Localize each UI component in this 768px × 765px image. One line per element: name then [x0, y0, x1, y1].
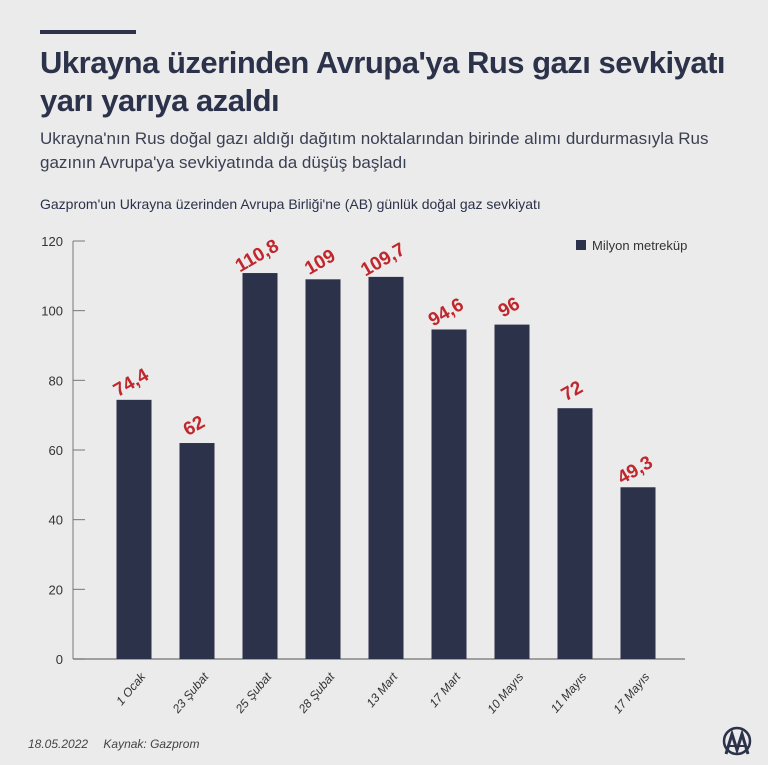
x-tick-label: 17 Mayıs	[610, 670, 652, 716]
x-tick-label: 10 Mayıs	[484, 670, 526, 716]
aa-logo-icon	[722, 726, 752, 756]
x-tick-label: 1 Ocak	[113, 669, 149, 708]
page-title: Ukrayna üzerinden Avrupa'ya Rus gazı sev…	[40, 45, 726, 118]
legend-swatch	[576, 240, 586, 250]
y-tick-label: 40	[49, 513, 63, 528]
x-tick-label: 28 Şubat	[295, 669, 338, 716]
x-tick-label: 17 Mart	[426, 669, 463, 710]
data-label: 94,6	[425, 294, 468, 331]
legend-label: Milyon metreküp	[592, 238, 687, 253]
footer-date: 18.05.2022	[28, 737, 89, 751]
bar	[620, 487, 656, 659]
data-label: 72	[558, 377, 587, 406]
data-label: 109,7	[357, 239, 409, 281]
y-tick-label: 20	[49, 582, 63, 597]
footer: 18.05.2022 Kaynak: Gazprom	[28, 737, 211, 751]
y-tick-label: 60	[49, 443, 63, 458]
data-label: 109	[301, 246, 339, 280]
data-label: 96	[495, 293, 524, 322]
bar	[557, 408, 593, 659]
x-tick-label: 13 Mart	[363, 669, 400, 710]
bar	[494, 324, 530, 659]
data-label: 62	[180, 412, 209, 441]
x-tick-label: 23 Şubat	[169, 669, 212, 716]
data-label: 49,3	[614, 452, 657, 489]
y-tick-label: 120	[41, 234, 63, 249]
y-tick-label: 80	[49, 373, 63, 388]
x-tick-label: 11 Mayıs	[548, 670, 589, 716]
data-label: 74,4	[110, 365, 153, 402]
data-label: 110,8	[232, 236, 283, 277]
x-tick-label: 25 Şubat	[232, 669, 275, 716]
title-accent-bar	[40, 30, 136, 34]
footer-source: Kaynak: Gazprom	[103, 737, 200, 751]
bar	[368, 276, 404, 659]
bar	[116, 399, 152, 659]
bar	[242, 273, 278, 659]
bar	[431, 329, 467, 659]
page-subtitle: Ukrayna'nın Rus doğal gazı aldığı dağıtı…	[40, 129, 709, 172]
chart-title: Gazprom'un Ukrayna üzerinden Avrupa Birl…	[40, 196, 541, 212]
bar	[305, 279, 341, 659]
bar	[179, 443, 215, 659]
y-tick-label: 0	[56, 652, 63, 667]
y-tick-label: 100	[41, 304, 63, 319]
